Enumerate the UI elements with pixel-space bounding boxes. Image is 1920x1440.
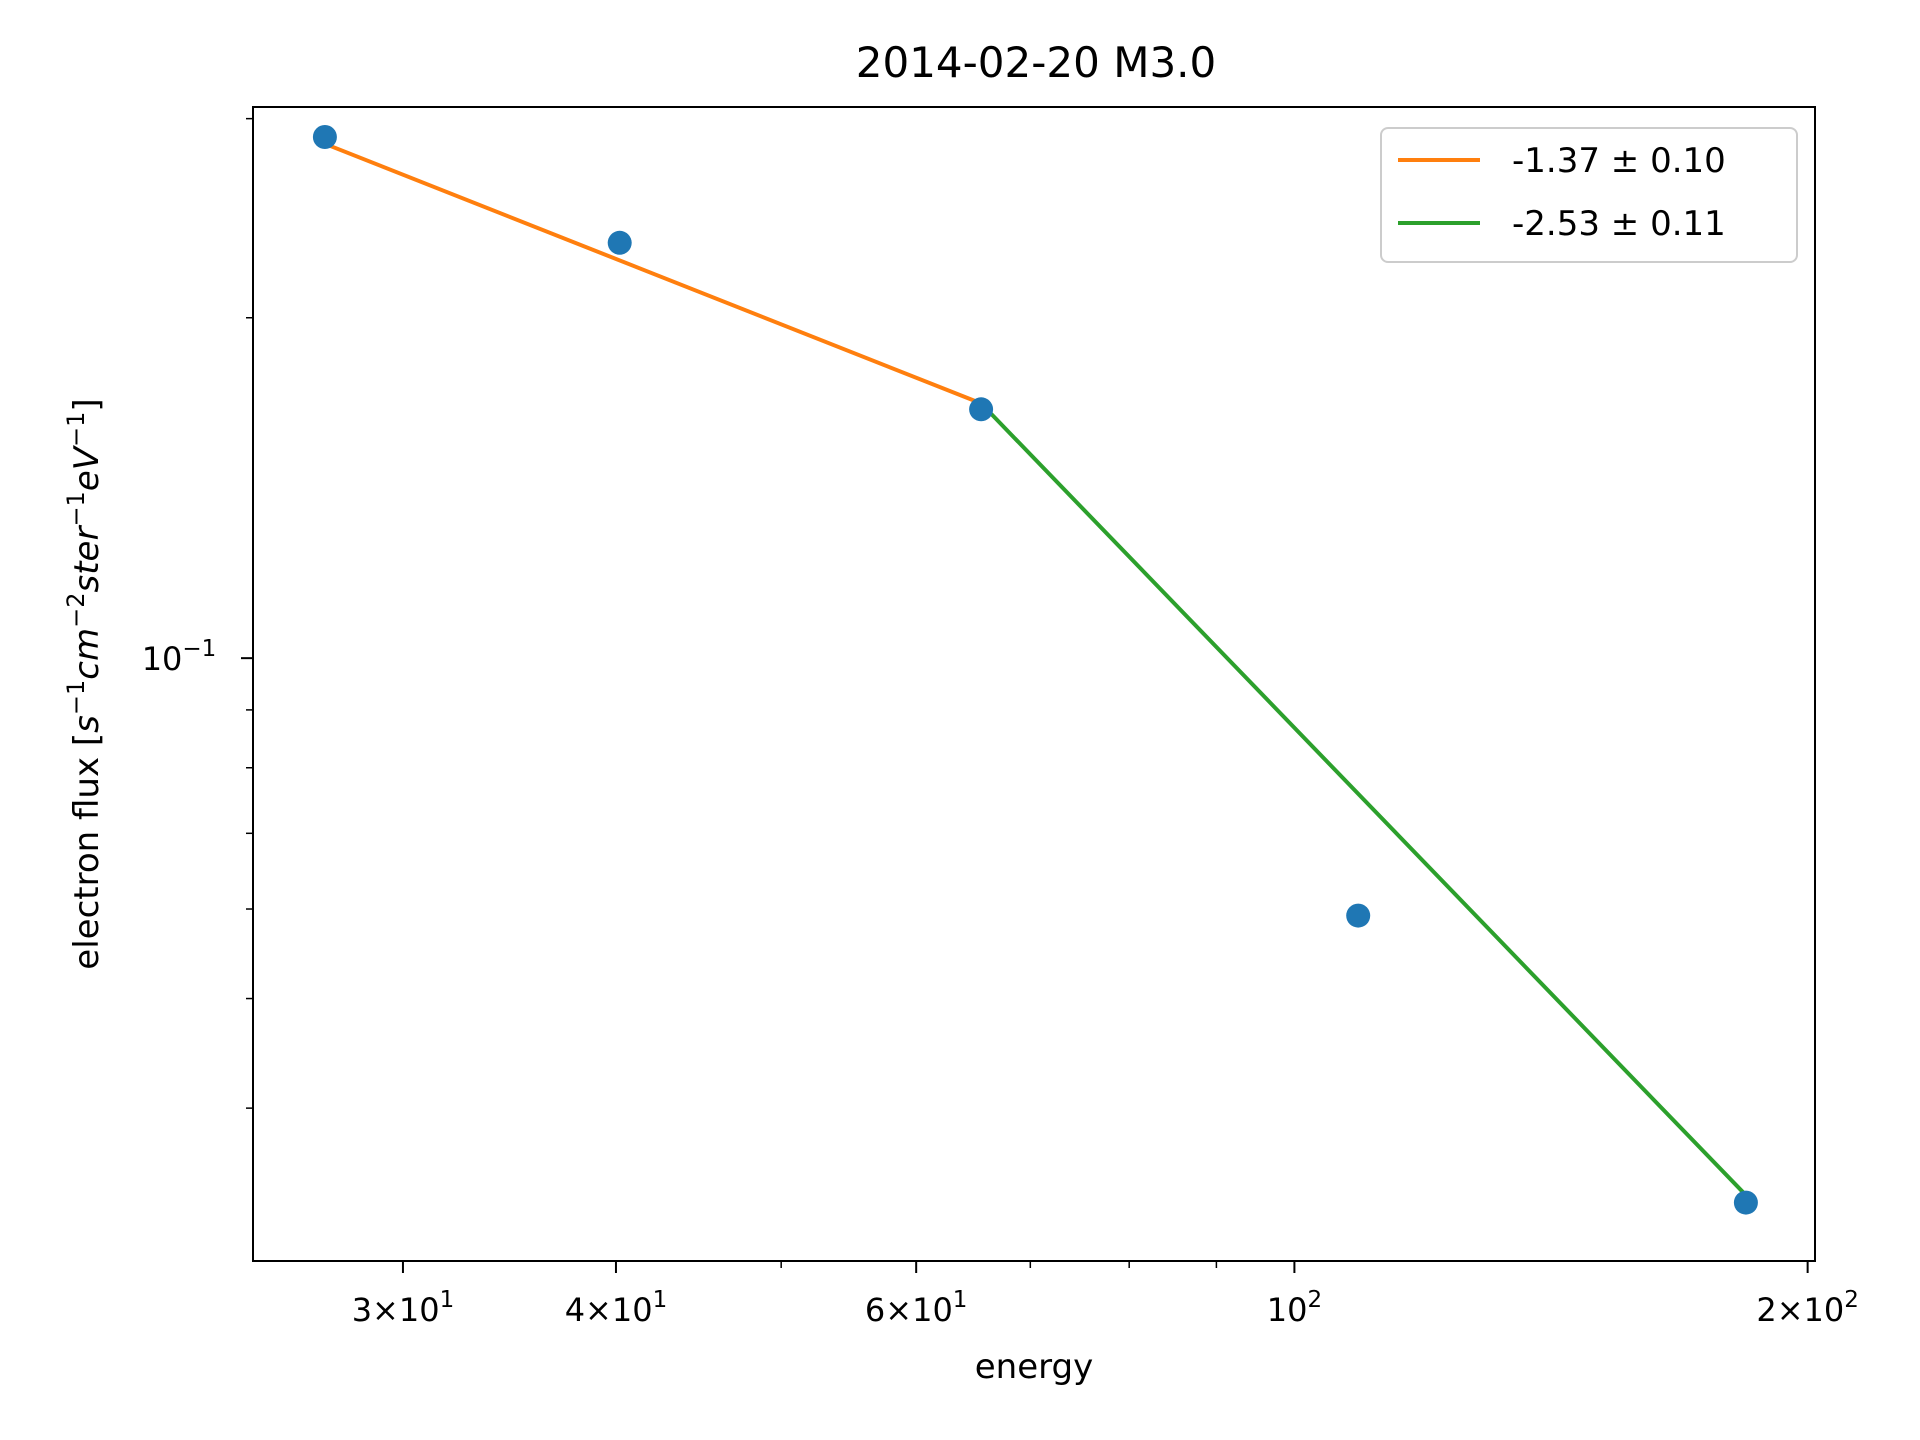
legend-label-orange: -1.37 ± 0.10 — [1512, 141, 1726, 181]
data-point-2 — [607, 230, 632, 255]
x-axis: 3×101 4×101 6×101 102 2×102 — [352, 1261, 1859, 1329]
y-axis: 10−1 — [142, 117, 253, 1109]
legend-box — [1380, 127, 1798, 263]
fit-line-2 — [979, 402, 1748, 1197]
x-tick-label-3: 6×101 — [865, 1287, 968, 1329]
legend-label-green: -2.53 ± 0.11 — [1512, 204, 1726, 244]
legend: -1.37 ± 0.10 -2.53 ± 0.11 — [1380, 127, 1798, 263]
x-tick-label-5: 2×102 — [1756, 1287, 1859, 1329]
data-point-1 — [312, 125, 337, 149]
axes-frame — [252, 106, 1816, 1262]
data-point-3 — [969, 397, 994, 422]
y-axis-label: electron flux [s−1cm−2ster−1eV−1] — [62, 398, 107, 969]
data-point-4 — [1346, 903, 1371, 928]
x-axis-label: energy — [975, 1347, 1093, 1387]
plot-area — [312, 125, 1758, 1215]
data-point-5 — [1733, 1190, 1758, 1215]
fit-line-1 — [324, 141, 982, 406]
x-tick-label-2: 4×101 — [565, 1287, 668, 1329]
y-tick-label-1: 10−1 — [142, 636, 217, 678]
x-tick-label-1: 3×101 — [352, 1287, 455, 1329]
chart-title: 2014-02-20 M3.0 — [856, 38, 1216, 87]
x-tick-label-4: 102 — [1267, 1287, 1322, 1329]
